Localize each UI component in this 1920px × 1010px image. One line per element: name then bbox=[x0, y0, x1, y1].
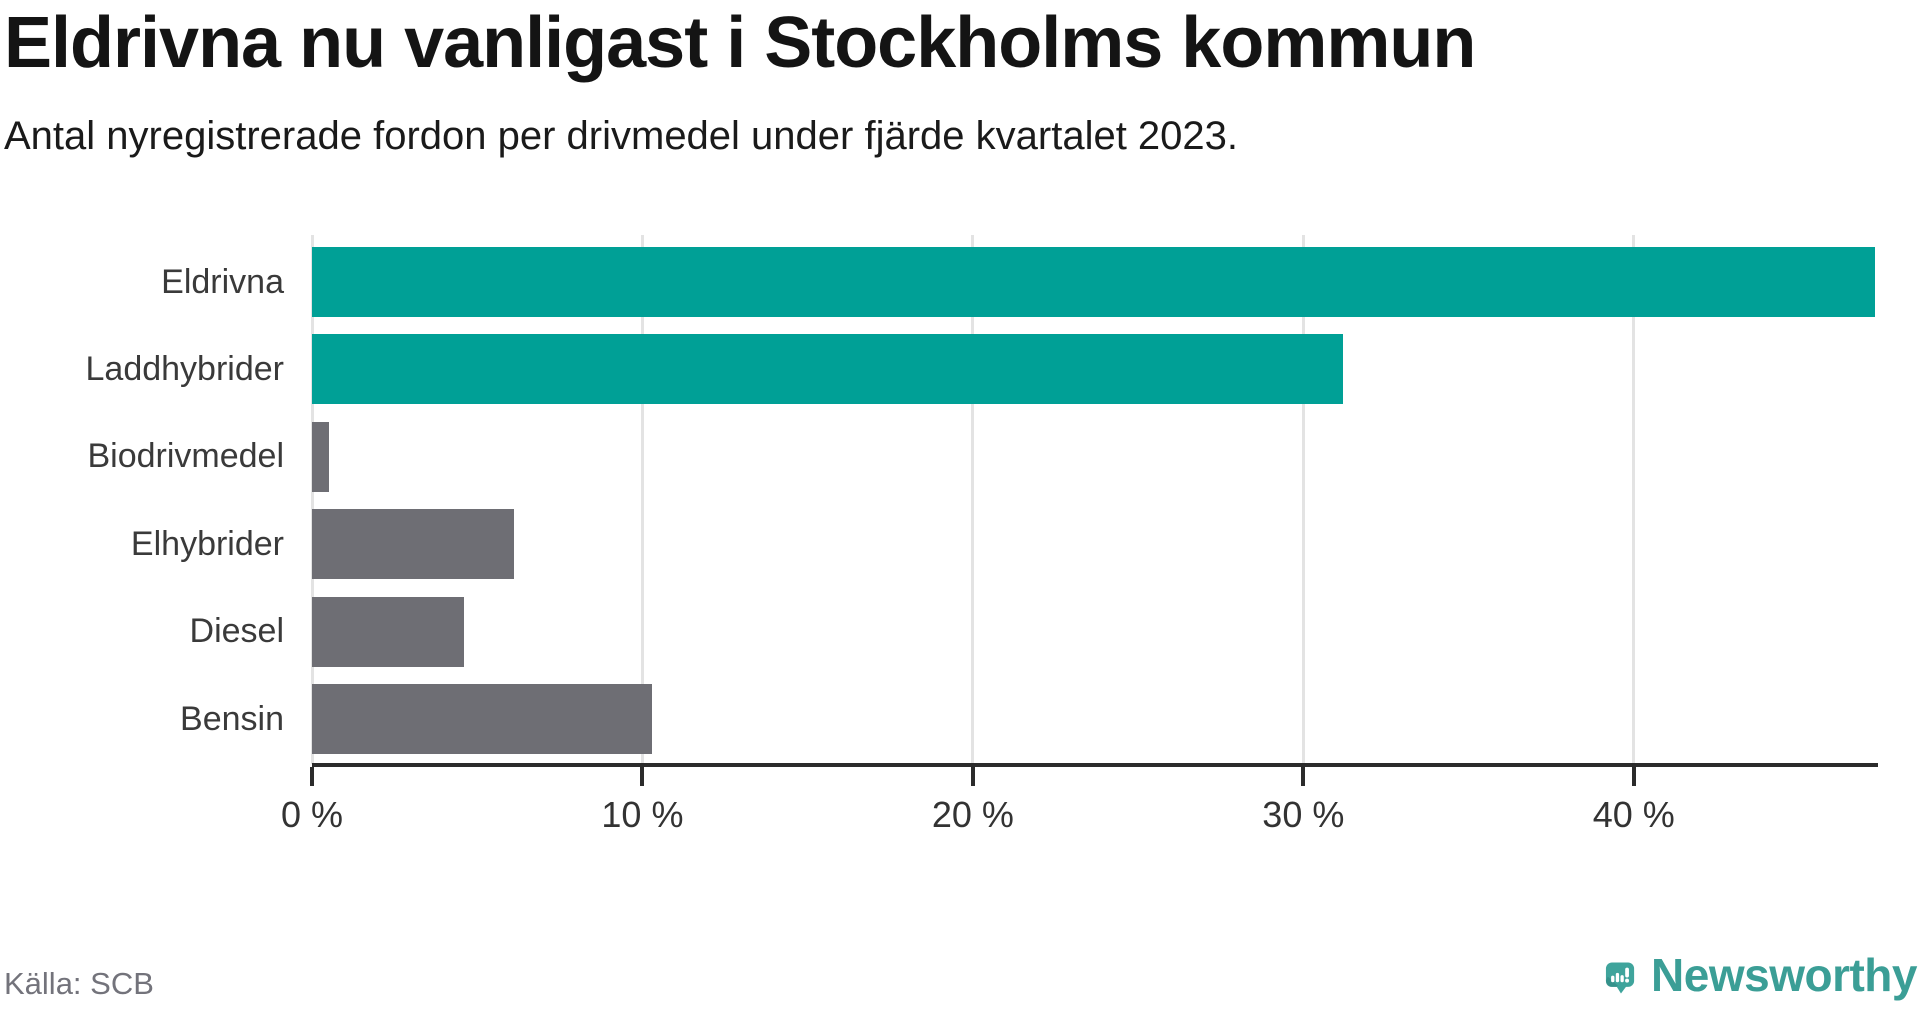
x-axis-line bbox=[312, 763, 1878, 767]
category-label-eldrivna: Eldrivna bbox=[161, 262, 284, 301]
category-label-diesel: Diesel bbox=[189, 612, 284, 651]
category-label-elhybrider: Elhybrider bbox=[130, 524, 284, 563]
axis-tick-20 bbox=[970, 767, 975, 786]
axis-tick-40 bbox=[1631, 767, 1636, 786]
plot-area bbox=[310, 235, 1875, 764]
gridline-40 bbox=[1632, 235, 1636, 764]
bar-diesel bbox=[312, 596, 464, 667]
bar-eldrivna bbox=[312, 247, 1875, 317]
axis-tick-label-20: 20 % bbox=[931, 794, 1014, 835]
axis-tick-30 bbox=[1301, 767, 1306, 786]
gridline-30 bbox=[1301, 235, 1305, 764]
bar-laddhybrider bbox=[312, 334, 1343, 405]
axis-tick-10 bbox=[640, 767, 645, 786]
category-label-biodrivmedel: Biodrivmedel bbox=[87, 437, 284, 476]
axis-tick-label-10: 10 % bbox=[601, 794, 684, 835]
axis-tick-label-0: 0 % bbox=[280, 794, 344, 835]
bar-biodrivmedel bbox=[312, 421, 329, 492]
category-label-bensin: Bensin bbox=[180, 699, 284, 738]
chart-subtitle: Antal nyregistrerade fordon per drivmede… bbox=[4, 114, 1239, 158]
axis-tick-label-40: 40 % bbox=[1592, 794, 1675, 835]
newsworthy-wordmark: Newsworthy bbox=[1651, 949, 1917, 1001]
newsworthy-logo[interactable]: Newsworthy bbox=[1605, 945, 1917, 1010]
gridline-20 bbox=[971, 235, 975, 764]
category-label-laddhybrider: Laddhybrider bbox=[85, 349, 284, 388]
gridline-0 bbox=[310, 235, 314, 764]
axis-tick-0 bbox=[310, 767, 314, 786]
bar-bensin bbox=[312, 684, 653, 754]
source-note: Källa: SCB bbox=[4, 966, 154, 1001]
newsworthy-logo-icon bbox=[1605, 962, 1635, 994]
gridline-10 bbox=[640, 235, 644, 764]
axis-tick-label-30: 30 % bbox=[1262, 794, 1345, 835]
bar-elhybrider bbox=[312, 509, 514, 580]
chart-title: Eldrivna nu vanligast i Stockholms kommu… bbox=[4, 3, 1476, 83]
